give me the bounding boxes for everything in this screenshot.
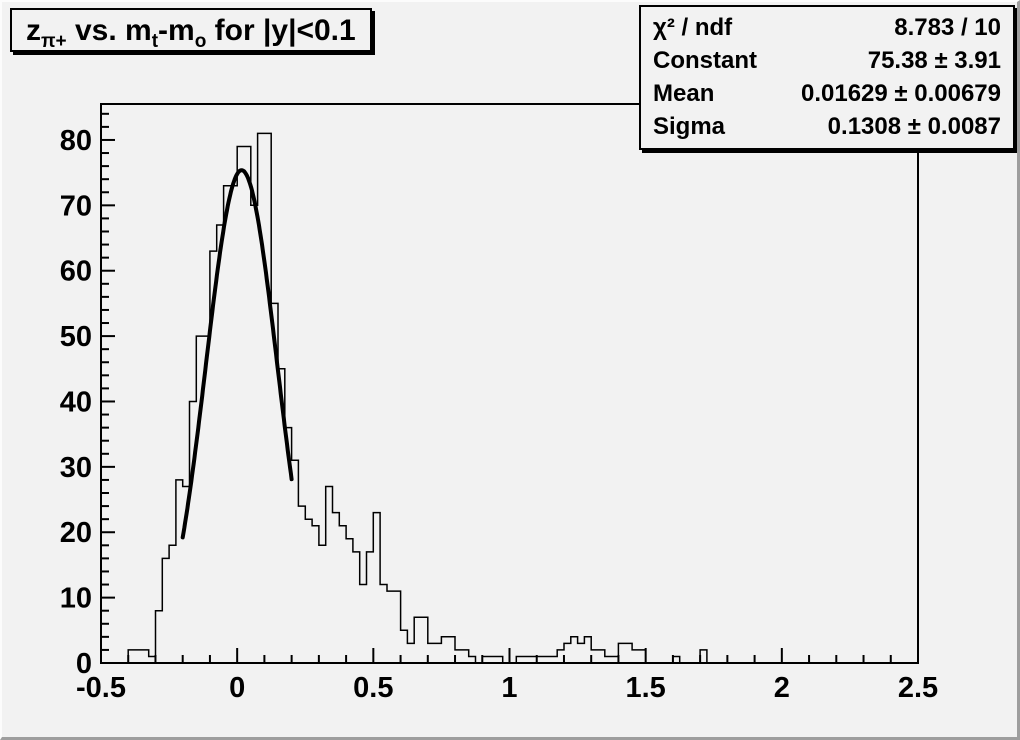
- svg-text:50: 50: [60, 321, 92, 353]
- svg-text:70: 70: [60, 190, 92, 222]
- stats-value: 8.783 / 10: [894, 13, 1001, 41]
- svg-text:0.5: 0.5: [353, 672, 393, 704]
- title-subscript-o: o: [194, 31, 207, 52]
- title-box: zπ+ vs. mt-mo for |y|<0.1: [10, 8, 372, 52]
- title-text: zπ+ vs. mt-mo for |y|<0.1: [26, 14, 356, 52]
- svg-text:10: 10: [60, 583, 92, 615]
- fit-stats-box: χ² / ndf 8.783 / 10 Constant 75.38 ± 3.9…: [639, 5, 1015, 150]
- stats-value: 0.01629 ± 0.00679: [800, 80, 1001, 108]
- svg-text:30: 30: [60, 452, 92, 484]
- stats-value: 0.1308 ± 0.0087: [827, 113, 1001, 141]
- svg-text:1: 1: [501, 672, 517, 704]
- title-subscript-pi: π+: [41, 31, 67, 52]
- stats-row-mean: Mean 0.01629 ± 0.00679: [653, 80, 1001, 108]
- stats-label: Sigma: [653, 113, 726, 141]
- stats-label: Mean: [653, 80, 715, 108]
- title-subscript-t: t: [151, 31, 159, 52]
- svg-text:0: 0: [76, 648, 92, 680]
- svg-text:60: 60: [60, 256, 92, 288]
- stats-row-sigma: Sigma 0.1308 ± 0.0087: [653, 113, 1001, 141]
- stats-row-constant: Constant 75.38 ± 3.91: [653, 47, 1001, 75]
- svg-text:1.5: 1.5: [626, 672, 666, 704]
- svg-text:20: 20: [60, 517, 92, 549]
- svg-text:80: 80: [60, 125, 92, 157]
- svg-text:2.5: 2.5: [898, 672, 938, 704]
- stats-label: χ² / ndf: [653, 13, 733, 41]
- svg-text:-0.5: -0.5: [76, 672, 126, 704]
- histogram-line: [101, 132, 918, 664]
- stats-value: 75.38 ± 3.91: [867, 46, 1001, 74]
- svg-text:0: 0: [229, 672, 245, 704]
- svg-text:40: 40: [60, 386, 92, 418]
- stats-label: Constant: [653, 46, 757, 74]
- gaussian-fit-curve: [180, 168, 294, 540]
- stats-row-chi2: χ² / ndf 8.783 / 10: [653, 14, 1001, 42]
- svg-text:2: 2: [774, 672, 790, 704]
